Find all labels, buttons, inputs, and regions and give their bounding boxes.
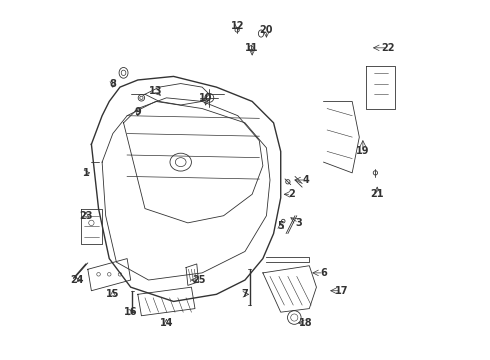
- Text: 14: 14: [160, 318, 173, 328]
- Text: 17: 17: [335, 286, 348, 296]
- Text: 18: 18: [299, 318, 313, 328]
- Text: 11: 11: [245, 43, 259, 53]
- Text: 8: 8: [109, 78, 116, 89]
- Text: 2: 2: [288, 189, 295, 199]
- Text: 21: 21: [370, 189, 384, 199]
- Text: 20: 20: [260, 25, 273, 35]
- Text: 12: 12: [231, 21, 245, 31]
- Text: 6: 6: [320, 268, 327, 278]
- Text: 7: 7: [242, 289, 248, 299]
- Text: 4: 4: [302, 175, 309, 185]
- Text: 3: 3: [295, 218, 302, 228]
- Text: 16: 16: [124, 307, 137, 317]
- Text: 9: 9: [134, 107, 141, 117]
- Text: 25: 25: [192, 275, 205, 285]
- Text: 1: 1: [83, 168, 89, 178]
- Text: 19: 19: [356, 147, 369, 157]
- Text: 13: 13: [149, 86, 163, 96]
- Text: 10: 10: [199, 93, 213, 103]
- Text: 15: 15: [106, 289, 120, 299]
- Text: 22: 22: [381, 43, 394, 53]
- Text: 23: 23: [79, 211, 93, 221]
- Text: 24: 24: [71, 275, 84, 285]
- Text: 5: 5: [277, 221, 284, 231]
